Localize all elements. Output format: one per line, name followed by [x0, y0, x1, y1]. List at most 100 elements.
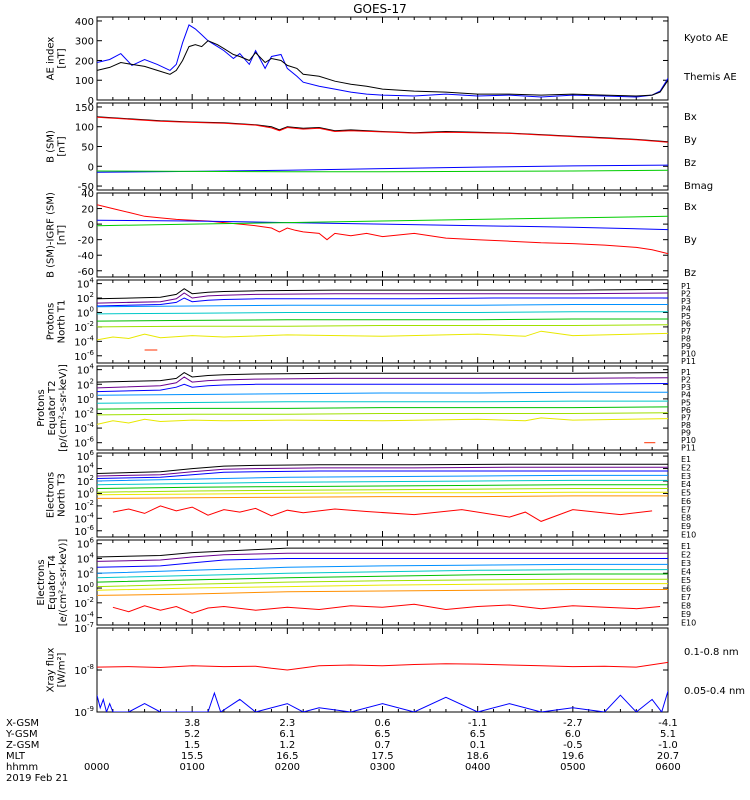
legend-entry: Bx: [684, 112, 697, 123]
y-tick-label: 100: [75, 123, 94, 134]
legend-entry: P2: [681, 376, 691, 385]
legend-entry: E9: [681, 522, 691, 531]
series-line-p7: [97, 412, 668, 416]
panel-bsm: 150 100 50 0 -50 B (SM) [nT] Bx By Bz Bmag: [46, 102, 713, 193]
y-axis-label: Electrons: [36, 559, 47, 605]
series-line-p5: [97, 311, 668, 315]
legend-entry: P8: [681, 421, 691, 430]
axis-value-mlt: 18.6: [467, 751, 489, 762]
series-line-e8: [97, 491, 668, 496]
axis-value-hhmm: 0000: [84, 762, 109, 773]
series-line-bz: [97, 116, 668, 143]
legend-entry: P1: [681, 368, 691, 377]
legend-entry: P10: [681, 349, 696, 358]
y-tick-label: 100: [75, 76, 94, 87]
legend-entry: E10: [681, 618, 696, 627]
legend-entry: E8: [681, 601, 691, 610]
legend-entry: P7: [681, 327, 691, 336]
legend-entry: P8: [681, 334, 691, 343]
legend-entry: E2: [681, 463, 691, 472]
y-tick-label: 10-2: [74, 320, 94, 334]
series-line-e6: [97, 484, 668, 489]
y-tick-label: 10-9: [74, 705, 94, 719]
axis-value-mlt: 17.5: [371, 751, 393, 762]
panel-frame: [96, 627, 669, 713]
series-line-e9: [97, 589, 668, 596]
series-line-p8: [97, 417, 668, 425]
y-axis-label: AE index: [46, 37, 57, 81]
legend-entry: E7: [681, 593, 691, 602]
axis-value-y-gsm: 6.1: [279, 729, 295, 740]
legend-entry: E9: [681, 610, 691, 619]
y-tick-label: 10-4: [74, 511, 94, 525]
y-tick-label: 100: [77, 305, 94, 319]
y-axis-label: Xray flux: [46, 648, 57, 693]
legend-entry: P4: [681, 391, 691, 400]
series-line-p1: [97, 372, 668, 383]
series-line-e7: [97, 578, 668, 588]
series-line-p3: [97, 297, 668, 307]
legend-entry: By: [684, 235, 697, 246]
legend-entry: P1: [681, 282, 691, 291]
panel-ae: 400 300 200 100 0 AE index [nT] Kyoto AE Themis …: [46, 16, 737, 107]
y-axis-label: Equator T2: [47, 381, 58, 436]
series-line-p7: [97, 324, 668, 328]
y-tick-label: 50: [81, 143, 94, 154]
legend-entry: E5: [681, 576, 691, 585]
series-line-e4: [97, 474, 668, 482]
series-line-e9: [97, 495, 668, 499]
series-line-e10: [112, 505, 653, 522]
y-tick-label: 10-4: [74, 334, 94, 348]
legend-entry: P6: [681, 406, 691, 415]
y-axis-label: North T1: [57, 300, 68, 344]
y-tick-label: 100: [77, 581, 94, 595]
axis-value-y-gsm: 6.5: [375, 729, 391, 740]
series-line-by: [97, 169, 668, 173]
y-tick-label: 10-7: [74, 621, 94, 635]
y-tick-label: 10-6: [74, 349, 94, 363]
axis-value-mlt: 15.5: [181, 751, 203, 762]
y-axis-label: [W/m²]: [57, 652, 68, 687]
legend-entry: P6: [681, 319, 691, 328]
legend-entry: P10: [681, 436, 696, 445]
y-tick-label: 10-8: [74, 663, 94, 677]
legend-entry: E6: [681, 497, 691, 506]
legend-entry: E2: [681, 550, 691, 559]
legend-entry: Kyoto AE: [684, 33, 728, 44]
legend-entry: E3: [681, 472, 691, 481]
series-line-p5: [97, 400, 668, 404]
series-line-p3: [97, 383, 668, 393]
y-tick-label: -60: [78, 267, 94, 278]
panel-frame: [96, 102, 669, 191]
series-line-p2: [97, 376, 668, 389]
axis-row-label: Y-GSM: [5, 729, 38, 740]
series-line-bx: [97, 219, 668, 231]
series-line-p6: [97, 406, 668, 410]
axis-value-hhmm: 0300: [370, 762, 395, 773]
y-tick-label: 10-4: [74, 611, 94, 625]
plot-title: GOES-17: [353, 2, 407, 16]
series-line-p8: [97, 330, 668, 341]
y-tick-label: 106: [77, 449, 95, 463]
legend-entry: E10: [681, 530, 696, 539]
y-axis-label: B (SM)-IGRF (SM): [46, 192, 57, 278]
y-axis-label: Electrons: [46, 472, 57, 518]
legend-entry: E3: [681, 559, 691, 568]
series-line-p6: [97, 318, 668, 322]
series-line-e3: [97, 470, 668, 479]
y-tick-label: 300: [75, 37, 94, 48]
axis-value-hhmm: 0500: [560, 762, 585, 773]
y-tick-label: 102: [77, 377, 94, 391]
legend-entry: 0.1-0.8 nm: [684, 647, 739, 658]
y-tick-label: 200: [75, 56, 94, 67]
axis-value-x-gsm: 0.6: [375, 718, 391, 729]
axis-value-y-gsm: 6.0: [565, 729, 581, 740]
axis-row-label: hhmm: [6, 762, 38, 773]
legend-entry: P5: [681, 398, 691, 407]
legend-entry: P3: [681, 297, 691, 306]
axis-value-mlt: 16.5: [276, 751, 298, 762]
